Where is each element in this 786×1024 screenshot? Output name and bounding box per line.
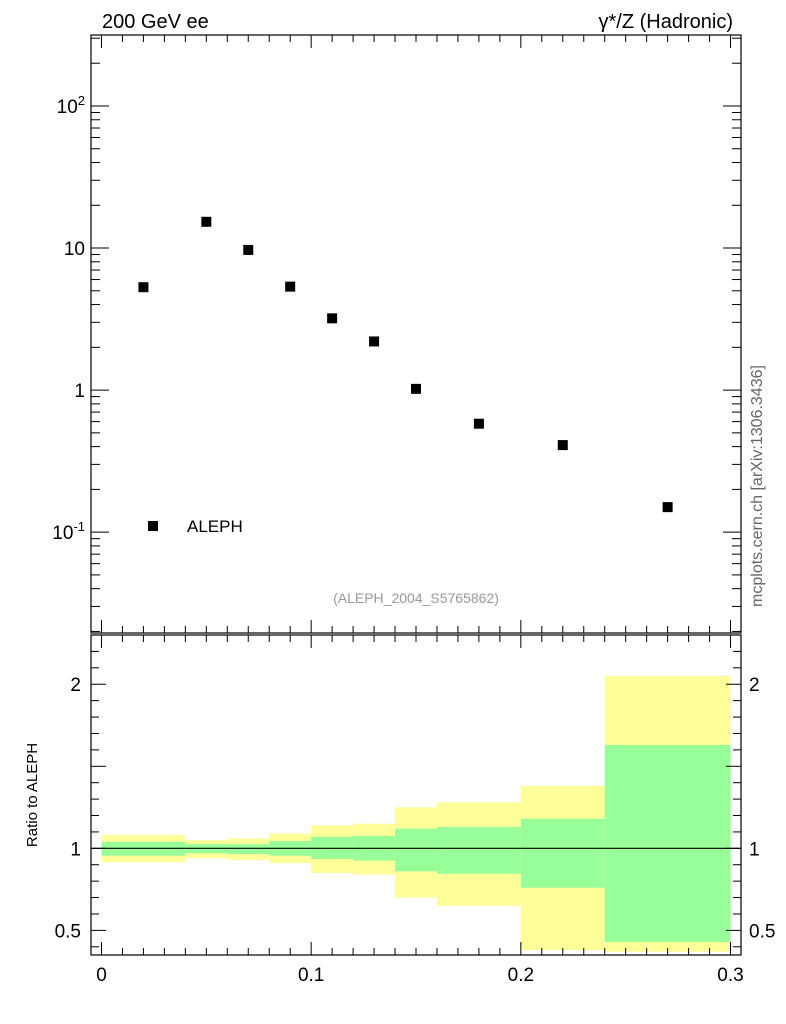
ratio-y-tick-label-left: 0.5 xyxy=(55,921,81,942)
ratio-y-tick-label-right: 0.5 xyxy=(749,921,775,942)
ratio-inner-band-6 xyxy=(395,828,437,872)
main-y-tick-label: 10-1 xyxy=(52,519,85,544)
main-y-tick-label: 102 xyxy=(57,93,85,118)
data-point-6 xyxy=(411,383,421,394)
header-left-title: 200 GeV ee xyxy=(102,11,209,33)
ratio-y-tick-label-left: 1 xyxy=(70,839,81,860)
ratio-uncertainty-bands xyxy=(101,676,731,952)
data-point-8 xyxy=(557,440,568,451)
side-label: mcplots.cern.ch [arXiv:1306.3436] xyxy=(749,365,766,607)
x-tick-label: 0.2 xyxy=(508,965,534,986)
data-point-3 xyxy=(285,281,296,292)
ratio-inner-band-9 xyxy=(604,744,731,942)
x-tick-label: 0.3 xyxy=(717,965,743,986)
ratio-inner-band-2 xyxy=(227,844,270,855)
main-y-tick-label: 10 xyxy=(64,239,85,260)
ratio-y-tick-label-right: 2 xyxy=(749,675,760,696)
main-frame xyxy=(90,34,742,634)
axes-frame xyxy=(90,34,742,956)
legend: ALEPH xyxy=(148,517,243,536)
ratio-y-axis-label: Ratio to ALEPH xyxy=(24,743,41,847)
legend-marker-aleph xyxy=(148,521,158,531)
main-data-points xyxy=(138,216,673,513)
data-point-4 xyxy=(327,313,338,324)
ratio-y-tick-label-right: 1 xyxy=(749,839,760,860)
data-point-0 xyxy=(138,282,149,293)
data-point-1 xyxy=(201,216,212,227)
data-point-5 xyxy=(369,336,380,347)
data-point-7 xyxy=(473,418,484,429)
x-tick-label: 0 xyxy=(96,965,107,986)
ratio-y-tick-label-left: 2 xyxy=(70,675,81,696)
analysis-label: (ALEPH_2004_S5765862) xyxy=(333,590,499,606)
ratio-inner-band-7 xyxy=(436,827,521,874)
header-right-title: γ*/Z (Hadronic) xyxy=(599,11,733,33)
data-point-2 xyxy=(243,244,254,255)
ratio-inner-band-8 xyxy=(520,818,605,888)
data-point-9 xyxy=(662,502,673,513)
tick-labels: 10-1 1 10 102 0.5 0.5 1 1 2 2 0 0.1 0.2 0.3 xyxy=(52,93,775,986)
main-y-tick-label: 1 xyxy=(74,381,85,402)
x-tick-label: 0.1 xyxy=(298,965,324,986)
legend-entry-aleph: ALEPH xyxy=(187,517,243,536)
